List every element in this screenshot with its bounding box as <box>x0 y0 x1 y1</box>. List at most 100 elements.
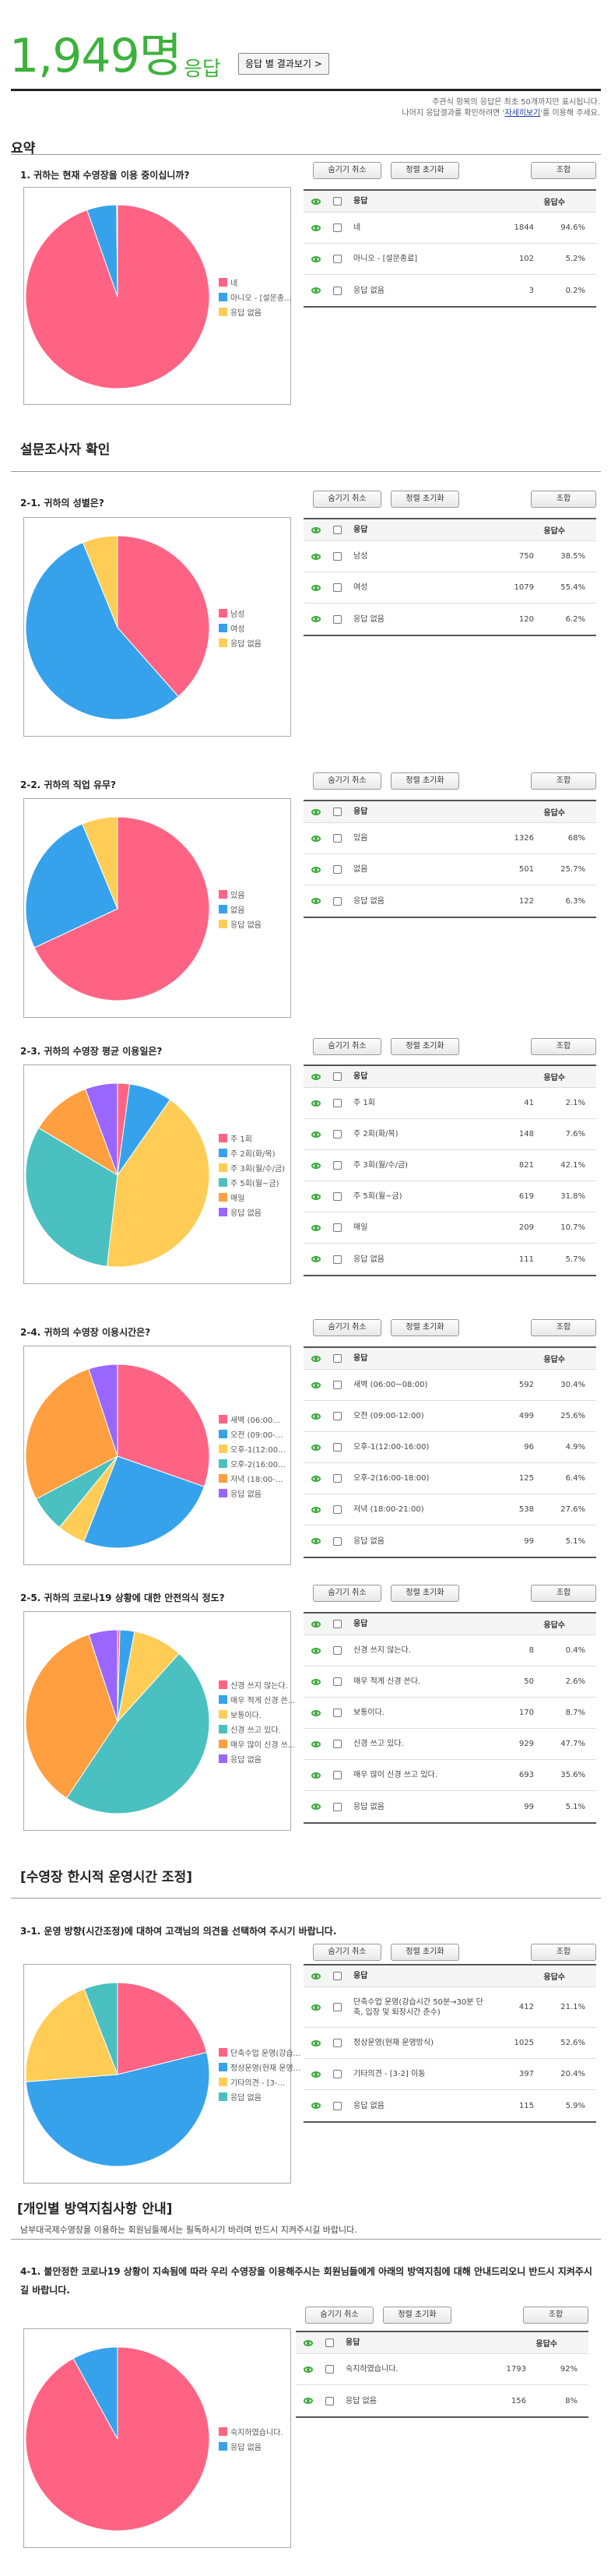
filter-reset-button[interactable]: 정렬 초기화 <box>391 772 459 790</box>
row-checkbox[interactable] <box>333 255 342 263</box>
visibility-toggle-icon[interactable] <box>311 1381 321 1388</box>
select-all-checkbox[interactable] <box>333 1354 342 1363</box>
row-checkbox[interactable] <box>333 1740 342 1748</box>
visibility-toggle-icon[interactable] <box>311 835 321 842</box>
view-by-response-button[interactable]: 응답 별 결과보기 > <box>238 53 329 75</box>
visibility-toggle-icon[interactable] <box>311 866 321 873</box>
row-checkbox[interactable] <box>333 1161 342 1170</box>
hide-cancel-button[interactable]: 숨기기 취소 <box>313 491 381 508</box>
hide-cancel-button[interactable]: 숨기기 취소 <box>313 1038 381 1055</box>
hide-cancel-button[interactable]: 숨기기 취소 <box>313 1319 381 1336</box>
visibility-toggle-icon[interactable] <box>311 1772 321 1779</box>
row-checkbox[interactable] <box>333 1255 342 1264</box>
filter-reset-button[interactable]: 정렬 초기화 <box>391 1944 459 1961</box>
visibility-toggle-icon[interactable] <box>311 2103 321 2109</box>
hide-cancel-button[interactable]: 숨기기 취소 <box>305 2307 374 2324</box>
visibility-toggle-icon[interactable] <box>311 1621 321 1628</box>
visibility-toggle-icon[interactable] <box>311 1678 321 1685</box>
visibility-toggle-icon[interactable] <box>311 2004 321 2011</box>
select-all-checkbox[interactable] <box>333 526 342 534</box>
view-button[interactable]: 조합 <box>523 2307 588 2324</box>
select-all-checkbox[interactable] <box>333 1972 342 1980</box>
filter-reset-button[interactable]: 정렬 초기화 <box>391 491 459 508</box>
row-checkbox[interactable] <box>333 1802 342 1811</box>
row-checkbox[interactable] <box>333 583 342 592</box>
row-checkbox[interactable] <box>333 896 342 906</box>
hide-cancel-button[interactable]: 숨기기 취소 <box>313 772 381 790</box>
visibility-toggle-icon[interactable] <box>311 1709 321 1716</box>
row-checkbox[interactable] <box>333 1474 342 1483</box>
select-all-checkbox[interactable] <box>325 2338 334 2347</box>
visibility-toggle-icon[interactable] <box>311 1647 321 1654</box>
filter-reset-button[interactable]: 정렬 초기화 <box>391 1038 459 1055</box>
visibility-toggle-icon[interactable] <box>311 2071 321 2078</box>
visibility-toggle-icon[interactable] <box>311 1073 321 1080</box>
visibility-toggle-icon[interactable] <box>311 1740 321 1747</box>
visibility-toggle-icon[interactable] <box>311 1131 321 1138</box>
select-all-checkbox[interactable] <box>333 808 342 816</box>
visibility-toggle-icon[interactable] <box>311 553 321 560</box>
visibility-toggle-icon[interactable] <box>311 1444 321 1451</box>
row-checkbox[interactable] <box>333 223 342 232</box>
visibility-toggle-icon[interactable] <box>311 1972 321 1980</box>
row-checkbox[interactable] <box>333 1505 342 1514</box>
row-checkbox[interactable] <box>325 2396 334 2405</box>
details-link[interactable]: 자세히보기 <box>504 109 541 118</box>
visibility-toggle-icon[interactable] <box>311 898 321 904</box>
view-button[interactable]: 조합 <box>531 1585 596 1602</box>
visibility-toggle-icon[interactable] <box>311 198 321 205</box>
hide-cancel-button[interactable]: 숨기기 취소 <box>313 162 381 179</box>
visibility-toggle-icon[interactable] <box>311 1475 321 1482</box>
row-checkbox[interactable] <box>333 1223 342 1232</box>
row-checkbox[interactable] <box>333 1677 342 1686</box>
row-checkbox[interactable] <box>333 2003 342 2011</box>
filter-reset-button[interactable]: 정렬 초기화 <box>391 162 459 179</box>
row-checkbox[interactable] <box>333 1099 342 1107</box>
visibility-toggle-icon[interactable] <box>311 808 321 815</box>
row-checkbox[interactable] <box>333 2101 342 2110</box>
row-checkbox[interactable] <box>333 834 342 843</box>
visibility-toggle-icon[interactable] <box>311 255 321 262</box>
visibility-toggle-icon[interactable] <box>311 616 321 622</box>
visibility-toggle-icon[interactable] <box>311 1224 321 1231</box>
visibility-toggle-icon[interactable] <box>311 1538 321 1544</box>
visibility-toggle-icon[interactable] <box>311 1355 321 1362</box>
select-all-checkbox[interactable] <box>333 197 342 206</box>
visibility-toggle-icon[interactable] <box>311 1100 321 1107</box>
visibility-toggle-icon[interactable] <box>304 2398 313 2404</box>
row-checkbox[interactable] <box>333 286 342 295</box>
row-checkbox[interactable] <box>333 552 342 561</box>
view-button[interactable]: 조합 <box>531 772 596 790</box>
row-checkbox[interactable] <box>333 1192 342 1201</box>
select-all-checkbox[interactable] <box>333 1072 342 1081</box>
row-checkbox[interactable] <box>333 1381 342 1389</box>
view-button[interactable]: 조합 <box>531 1319 596 1336</box>
visibility-toggle-icon[interactable] <box>311 526 321 533</box>
row-checkbox[interactable] <box>333 2039 342 2047</box>
filter-reset-button[interactable]: 정렬 초기화 <box>391 1319 459 1336</box>
hide-cancel-button[interactable]: 숨기기 취소 <box>313 1944 381 1961</box>
row-checkbox[interactable] <box>333 2070 342 2078</box>
visibility-toggle-icon[interactable] <box>311 1804 321 1810</box>
row-checkbox[interactable] <box>333 1536 342 1546</box>
filter-reset-button[interactable]: 정렬 초기화 <box>391 1585 459 1602</box>
row-checkbox[interactable] <box>333 1709 342 1717</box>
visibility-toggle-icon[interactable] <box>311 1193 321 1200</box>
visibility-toggle-icon[interactable] <box>311 1162 321 1169</box>
row-checkbox[interactable] <box>333 1771 342 1779</box>
row-checkbox[interactable] <box>333 1412 342 1420</box>
row-checkbox[interactable] <box>333 865 342 874</box>
view-button[interactable]: 조합 <box>531 1038 596 1055</box>
row-checkbox[interactable] <box>333 1130 342 1138</box>
filter-reset-button[interactable]: 정렬 초기화 <box>383 2307 451 2324</box>
visibility-toggle-icon[interactable] <box>304 2366 313 2373</box>
visibility-toggle-icon[interactable] <box>311 287 321 294</box>
visibility-toggle-icon[interactable] <box>311 1256 321 1262</box>
view-button[interactable]: 조합 <box>531 1944 596 1961</box>
select-all-checkbox[interactable] <box>333 1620 342 1628</box>
visibility-toggle-icon[interactable] <box>311 584 321 591</box>
visibility-toggle-icon[interactable] <box>311 1506 321 1513</box>
row-checkbox[interactable] <box>333 1646 342 1655</box>
view-button[interactable]: 조합 <box>531 162 596 179</box>
visibility-toggle-icon[interactable] <box>311 224 321 231</box>
